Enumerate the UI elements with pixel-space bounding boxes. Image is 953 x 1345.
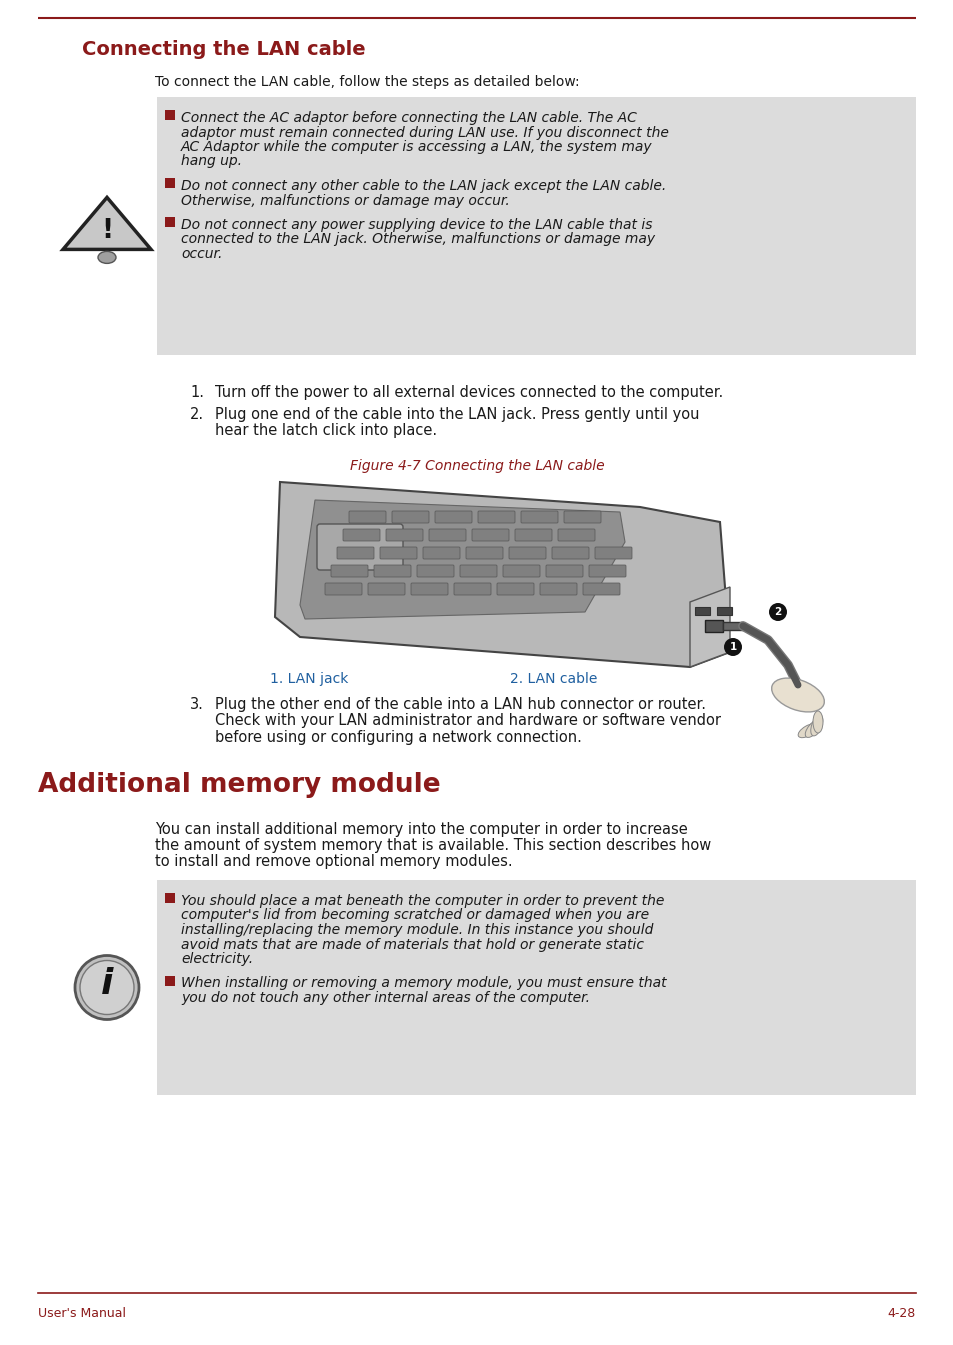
Text: to install and remove optional memory modules.: to install and remove optional memory mo… <box>154 854 512 869</box>
FancyBboxPatch shape <box>717 607 731 615</box>
Text: User's Manual: User's Manual <box>38 1307 126 1319</box>
FancyBboxPatch shape <box>497 582 534 594</box>
FancyBboxPatch shape <box>582 582 619 594</box>
FancyBboxPatch shape <box>558 529 595 541</box>
Text: Check with your LAN administrator and hardware or software vendor: Check with your LAN administrator and ha… <box>214 713 720 729</box>
FancyBboxPatch shape <box>368 582 405 594</box>
Ellipse shape <box>798 724 817 737</box>
Circle shape <box>723 638 741 656</box>
Text: occur.: occur. <box>181 247 222 261</box>
FancyBboxPatch shape <box>422 547 459 560</box>
Text: 2. LAN cable: 2. LAN cable <box>510 672 597 686</box>
Text: 2: 2 <box>774 607 781 617</box>
Text: 2.: 2. <box>190 408 204 422</box>
Text: Plug the other end of the cable into a LAN hub connector or router.: Plug the other end of the cable into a L… <box>214 697 705 712</box>
FancyBboxPatch shape <box>165 975 174 986</box>
Text: 1: 1 <box>729 642 736 652</box>
FancyBboxPatch shape <box>165 110 174 120</box>
FancyBboxPatch shape <box>477 511 515 523</box>
FancyBboxPatch shape <box>502 565 539 577</box>
Text: AC Adaptor while the computer is accessing a LAN, the system may: AC Adaptor while the computer is accessi… <box>181 140 652 153</box>
FancyBboxPatch shape <box>552 547 588 560</box>
FancyBboxPatch shape <box>595 547 631 560</box>
Text: connected to the LAN jack. Otherwise, malfunctions or damage may: connected to the LAN jack. Otherwise, ma… <box>181 233 655 246</box>
FancyBboxPatch shape <box>374 565 411 577</box>
FancyBboxPatch shape <box>545 565 582 577</box>
FancyBboxPatch shape <box>331 565 368 577</box>
FancyBboxPatch shape <box>336 547 374 560</box>
Ellipse shape <box>804 720 821 737</box>
Text: You can install additional memory into the computer in order to increase: You can install additional memory into t… <box>154 822 687 837</box>
Text: Otherwise, malfunctions or damage may occur.: Otherwise, malfunctions or damage may oc… <box>181 194 509 207</box>
FancyBboxPatch shape <box>386 529 422 541</box>
FancyBboxPatch shape <box>325 582 361 594</box>
Text: Connect the AC adaptor before connecting the LAN cable. The AC: Connect the AC adaptor before connecting… <box>181 112 637 125</box>
FancyBboxPatch shape <box>416 565 454 577</box>
FancyBboxPatch shape <box>316 525 402 570</box>
Text: installing/replacing the memory module. In this instance you should: installing/replacing the memory module. … <box>181 923 653 937</box>
Text: When installing or removing a memory module, you must ensure that: When installing or removing a memory mod… <box>181 976 666 990</box>
Ellipse shape <box>771 678 823 712</box>
Text: Turn off the power to all external devices connected to the computer.: Turn off the power to all external devic… <box>214 385 722 399</box>
Text: avoid mats that are made of materials that hold or generate static: avoid mats that are made of materials th… <box>181 937 643 951</box>
Text: 4-28: 4-28 <box>887 1307 915 1319</box>
Text: the amount of system memory that is available. This section describes how: the amount of system memory that is avai… <box>154 838 711 853</box>
Text: electricity.: electricity. <box>181 952 253 966</box>
Text: You should place a mat beneath the computer in order to prevent the: You should place a mat beneath the compu… <box>181 894 663 908</box>
FancyBboxPatch shape <box>588 565 625 577</box>
Ellipse shape <box>812 712 822 733</box>
Text: 1. LAN jack: 1. LAN jack <box>270 672 348 686</box>
Polygon shape <box>63 198 151 249</box>
Text: Plug one end of the cable into the LAN jack. Press gently until you: Plug one end of the cable into the LAN j… <box>214 408 699 422</box>
Ellipse shape <box>810 716 821 736</box>
FancyBboxPatch shape <box>157 97 915 355</box>
Text: Additional memory module: Additional memory module <box>38 772 440 798</box>
FancyBboxPatch shape <box>392 511 429 523</box>
Polygon shape <box>689 586 729 667</box>
Circle shape <box>768 603 786 621</box>
FancyBboxPatch shape <box>459 565 497 577</box>
FancyBboxPatch shape <box>411 582 448 594</box>
Text: i: i <box>101 967 113 1002</box>
Text: adaptor must remain connected during LAN use. If you disconnect the: adaptor must remain connected during LAN… <box>181 125 668 140</box>
Text: you do not touch any other internal areas of the computer.: you do not touch any other internal area… <box>181 991 589 1005</box>
Text: before using or configuring a network connection.: before using or configuring a network co… <box>214 730 581 745</box>
Text: 3.: 3. <box>190 697 204 712</box>
Text: Do not connect any other cable to the LAN jack except the LAN cable.: Do not connect any other cable to the LA… <box>181 179 665 192</box>
FancyBboxPatch shape <box>343 529 379 541</box>
FancyBboxPatch shape <box>454 582 491 594</box>
Circle shape <box>75 955 139 1020</box>
FancyBboxPatch shape <box>539 582 577 594</box>
Text: hear the latch click into place.: hear the latch click into place. <box>214 422 436 438</box>
Circle shape <box>80 960 133 1014</box>
FancyBboxPatch shape <box>472 529 509 541</box>
Ellipse shape <box>98 252 116 264</box>
Polygon shape <box>274 482 729 667</box>
FancyBboxPatch shape <box>349 511 386 523</box>
FancyBboxPatch shape <box>165 217 174 227</box>
FancyBboxPatch shape <box>435 511 472 523</box>
FancyBboxPatch shape <box>520 511 558 523</box>
Text: !: ! <box>101 218 113 243</box>
Polygon shape <box>299 500 624 619</box>
Text: To connect the LAN cable, follow the steps as detailed below:: To connect the LAN cable, follow the ste… <box>154 75 579 89</box>
Text: computer's lid from becoming scratched or damaged when you are: computer's lid from becoming scratched o… <box>181 908 648 923</box>
FancyBboxPatch shape <box>157 880 915 1095</box>
Text: 1.: 1. <box>190 385 204 399</box>
FancyBboxPatch shape <box>515 529 552 541</box>
FancyBboxPatch shape <box>695 607 709 615</box>
FancyBboxPatch shape <box>165 893 174 902</box>
FancyBboxPatch shape <box>379 547 416 560</box>
FancyBboxPatch shape <box>563 511 600 523</box>
Text: Figure 4-7 Connecting the LAN cable: Figure 4-7 Connecting the LAN cable <box>350 459 603 473</box>
Text: Do not connect any power supplying device to the LAN cable that is: Do not connect any power supplying devic… <box>181 218 652 231</box>
FancyBboxPatch shape <box>165 178 174 188</box>
FancyBboxPatch shape <box>429 529 465 541</box>
FancyBboxPatch shape <box>704 620 722 632</box>
Text: hang up.: hang up. <box>181 155 242 168</box>
Text: Connecting the LAN cable: Connecting the LAN cable <box>82 40 365 59</box>
FancyBboxPatch shape <box>465 547 502 560</box>
FancyBboxPatch shape <box>509 547 545 560</box>
FancyBboxPatch shape <box>722 621 742 629</box>
